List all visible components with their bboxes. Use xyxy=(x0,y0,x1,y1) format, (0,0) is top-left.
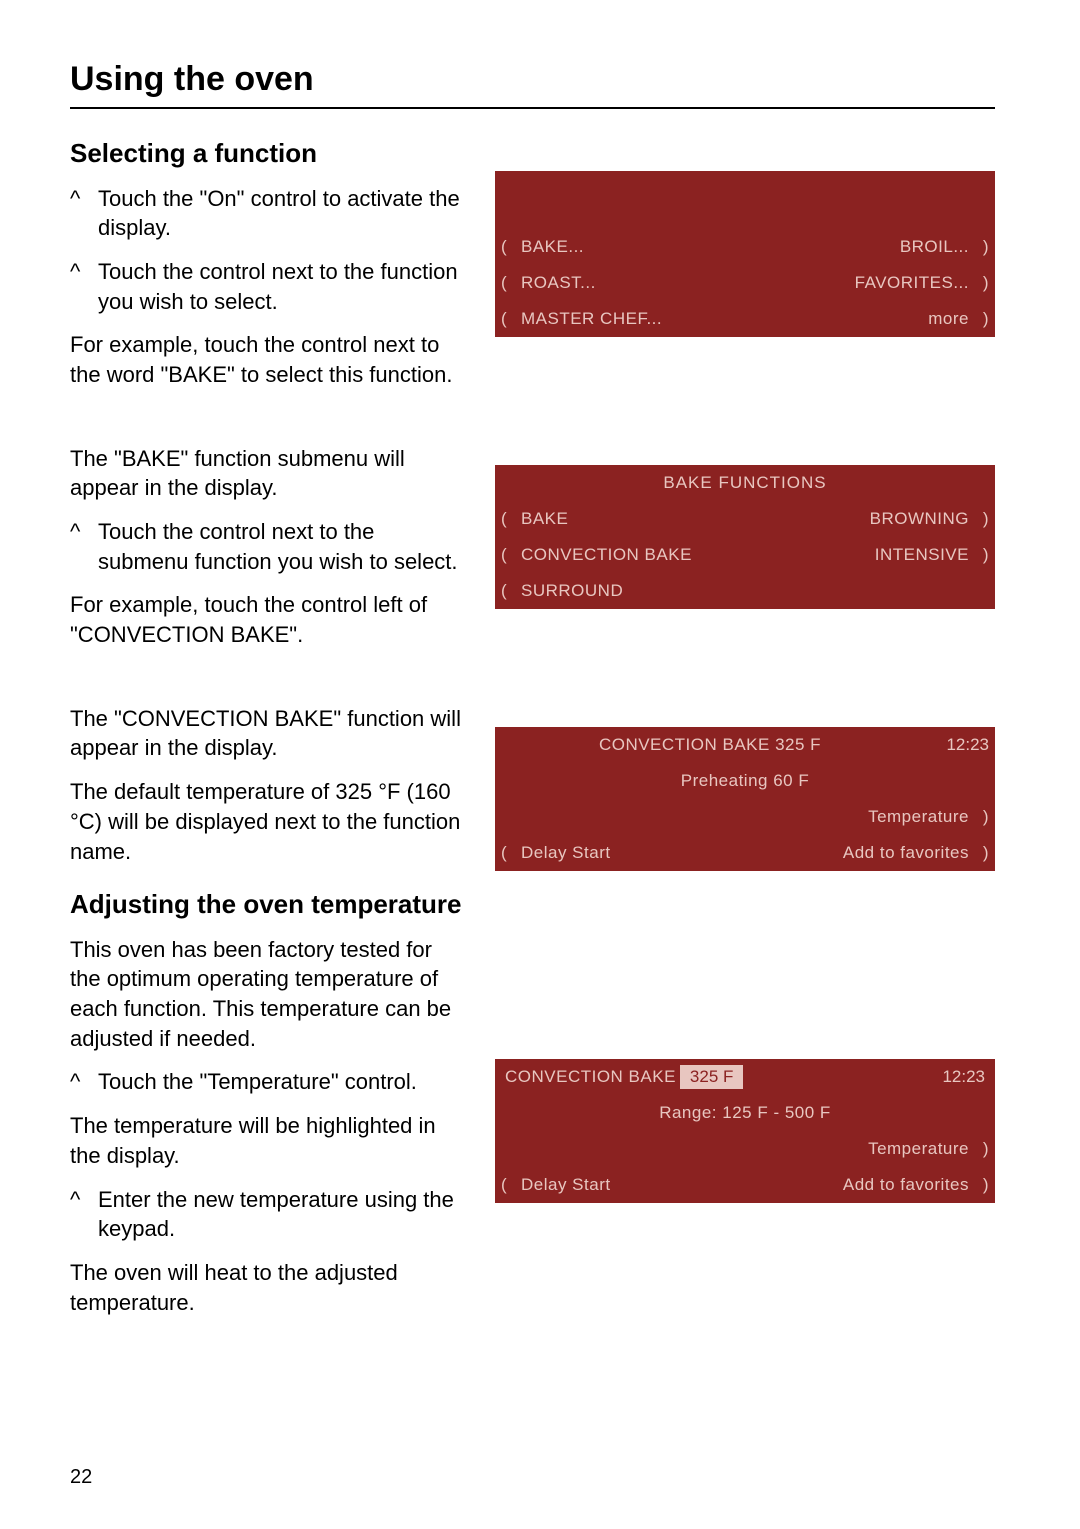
paren-right: ) xyxy=(975,843,989,863)
panel4-range-row: Range: 125 F - 500 F xyxy=(495,1095,995,1131)
page-title: Using the oven xyxy=(70,60,995,99)
para-4: The "CONVECTION BAKE" function will appe… xyxy=(70,704,465,763)
panel2-row-0: ( BAKE BROWNING ) xyxy=(495,501,995,537)
step-1-text: Touch the "On" control to activate the d… xyxy=(98,186,460,241)
preheating-status: Preheating 60 F xyxy=(501,771,989,791)
para-3: For example, touch the control left of "… xyxy=(70,590,465,649)
step-1: ^Touch the "On" control to activate the … xyxy=(70,184,465,243)
panel4-row-4: ( Delay Start Add to favorites ) xyxy=(495,1167,995,1203)
panel4-row-3: Temperature ) xyxy=(495,1131,995,1167)
paren-right: ) xyxy=(975,509,989,529)
paren-left: ( xyxy=(501,843,515,863)
paren-right: ) xyxy=(975,1175,989,1195)
step-4-text: Touch the "Temperature" control. xyxy=(98,1069,417,1094)
panel2-row-2: ( SURROUND xyxy=(495,573,995,609)
section-heading-selecting: Selecting a function xyxy=(70,137,465,170)
submenu-bake[interactable]: BAKE xyxy=(515,509,745,529)
menu-item-roast[interactable]: ROAST... xyxy=(515,273,745,293)
menu-item-bake[interactable]: BAKE... xyxy=(515,237,745,257)
add-to-favorites-button[interactable]: Add to favorites xyxy=(745,1175,975,1195)
paren-right: ) xyxy=(975,1139,989,1159)
submenu-browning[interactable]: BROWNING xyxy=(745,509,975,529)
paren-left: ( xyxy=(501,309,515,329)
panel2-header: BAKE FUNCTIONS xyxy=(495,465,995,501)
submenu-intensive[interactable]: INTENSIVE xyxy=(745,545,975,565)
submenu-surround[interactable]: SURROUND xyxy=(515,581,745,601)
step-3-text: Touch the control next to the submenu fu… xyxy=(98,519,458,574)
panel3-row-3: Temperature ) xyxy=(495,799,995,835)
page-number: 22 xyxy=(70,1466,92,1489)
temperature-range: Range: 125 F - 500 F xyxy=(501,1103,989,1123)
display-panel-temperature-adjust: CONVECTION BAKE 325 F 12:23 Range: 125 F… xyxy=(495,1059,995,1203)
temperature-button[interactable]: Temperature xyxy=(745,807,975,827)
display-panel-convection-bake: CONVECTION BAKE 325 F 12:23 Preheating 6… xyxy=(495,727,995,871)
panel3-row-4: ( Delay Start Add to favorites ) xyxy=(495,835,995,871)
paren-right: ) xyxy=(975,309,989,329)
step-5-text: Enter the new temperature using the keyp… xyxy=(98,1187,454,1242)
paren-left: ( xyxy=(501,545,515,565)
step-2-text: Touch the control next to the function y… xyxy=(98,259,458,314)
right-column: ( BAKE... BROIL... ) ( ROAST... FAVORITE… xyxy=(495,137,995,1331)
para-8: The oven will heat to the adjusted tempe… xyxy=(70,1258,465,1317)
panel4-header-row: CONVECTION BAKE 325 F 12:23 xyxy=(495,1059,995,1095)
paren-left: ( xyxy=(501,1175,515,1195)
step-3: ^Touch the control next to the submenu f… xyxy=(70,517,465,576)
display-panel-bake-functions: BAKE FUNCTIONS ( BAKE BROWNING ) ( CONVE… xyxy=(495,465,995,609)
panel1-row-0: ( BAKE... BROIL... ) xyxy=(495,229,995,265)
paren-right: ) xyxy=(975,545,989,565)
menu-item-more[interactable]: more xyxy=(745,309,975,329)
paren-left: ( xyxy=(501,237,515,257)
temperature-button[interactable]: Temperature xyxy=(745,1139,975,1159)
paren-left: ( xyxy=(501,273,515,293)
para-7: The temperature will be highlighted in t… xyxy=(70,1111,465,1170)
para-6: This oven has been factory tested for th… xyxy=(70,935,465,1054)
panel3-preheat-row: Preheating 60 F xyxy=(495,763,995,799)
menu-item-broil[interactable]: BROIL... xyxy=(745,237,975,257)
clock-time: 12:23 xyxy=(942,1067,985,1087)
function-name: CONVECTION BAKE xyxy=(505,1067,676,1087)
submenu-convection-bake[interactable]: CONVECTION BAKE xyxy=(515,545,745,565)
add-to-favorites-button[interactable]: Add to favorites xyxy=(745,843,975,863)
step-4: ^Touch the "Temperature" control. xyxy=(70,1067,465,1097)
step-2: ^Touch the control next to the function … xyxy=(70,257,465,316)
paren-right: ) xyxy=(975,273,989,293)
para-5: The default temperature of 325 °F (160 °… xyxy=(70,777,465,866)
menu-item-master-chef[interactable]: MASTER CHEF... xyxy=(515,309,745,329)
delay-start-button[interactable]: Delay Start xyxy=(515,1175,745,1195)
panel3-header-row: CONVECTION BAKE 325 F 12:23 xyxy=(495,727,995,763)
paren-left: ( xyxy=(501,581,515,601)
panel1-row-1: ( ROAST... FAVORITES... ) xyxy=(495,265,995,301)
clock-time: 12:23 xyxy=(919,735,989,755)
delay-start-button[interactable]: Delay Start xyxy=(515,843,745,863)
display-panel-main-menu: ( BAKE... BROIL... ) ( ROAST... FAVORITE… xyxy=(495,171,995,337)
step-5: ^Enter the new temperature using the key… xyxy=(70,1185,465,1244)
panel1-row-2: ( MASTER CHEF... more ) xyxy=(495,301,995,337)
paren-left: ( xyxy=(501,509,515,529)
para-2: The "BAKE" function submenu will appear … xyxy=(70,444,465,503)
temperature-highlight[interactable]: 325 F xyxy=(680,1065,743,1089)
paren-right: ) xyxy=(975,237,989,257)
title-rule xyxy=(70,107,995,109)
panel2-row-1: ( CONVECTION BAKE INTENSIVE ) xyxy=(495,537,995,573)
function-title: CONVECTION BAKE 325 F xyxy=(501,735,919,755)
left-column: Selecting a function ^Touch the "On" con… xyxy=(70,137,465,1331)
para-1: For example, touch the control next to t… xyxy=(70,330,465,389)
paren-right: ) xyxy=(975,807,989,827)
section-heading-adjusting: Adjusting the oven temperature xyxy=(70,888,465,921)
menu-item-favorites[interactable]: FAVORITES... xyxy=(745,273,975,293)
